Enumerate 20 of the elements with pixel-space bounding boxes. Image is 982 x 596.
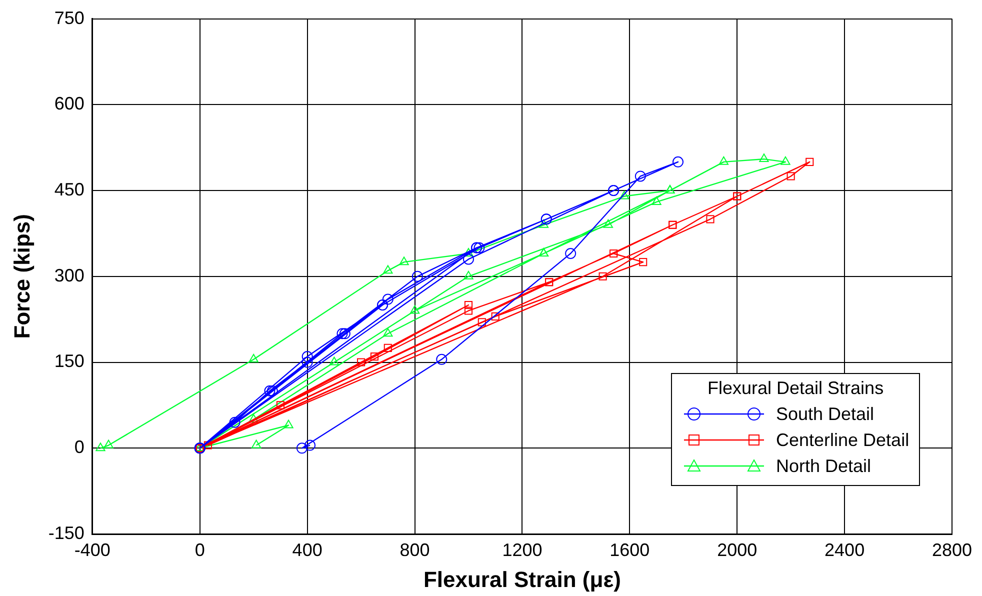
x-tick-label: 2000 <box>717 540 758 560</box>
x-axis-title: Flexural Strain (με) <box>423 566 621 592</box>
x-tick-label: 2800 <box>932 540 972 560</box>
y-tick-label: 0 <box>74 437 84 458</box>
y-axis-title: Force (kips) <box>9 214 34 339</box>
legend-title: Flexural Detail Strains <box>706 378 885 399</box>
y-tick-label: 300 <box>54 265 84 286</box>
x-tick-label: 2400 <box>824 540 865 560</box>
y-tick-label: 750 <box>54 8 84 28</box>
y-tick-label: 450 <box>54 180 84 200</box>
x-tick-label: 400 <box>292 540 322 560</box>
legend-label: South Detail <box>776 404 874 424</box>
legend-label: North Detail <box>776 456 872 476</box>
x-tick-label: 800 <box>400 540 430 560</box>
y-tick-label: 600 <box>54 94 84 114</box>
x-tick-label: 1600 <box>610 540 650 560</box>
y-tick-label: 150 <box>54 351 84 372</box>
x-tick-label: 1200 <box>502 540 542 560</box>
x-tick-label: 0 <box>194 540 205 560</box>
legend-label: Centerline Detail <box>776 430 910 450</box>
